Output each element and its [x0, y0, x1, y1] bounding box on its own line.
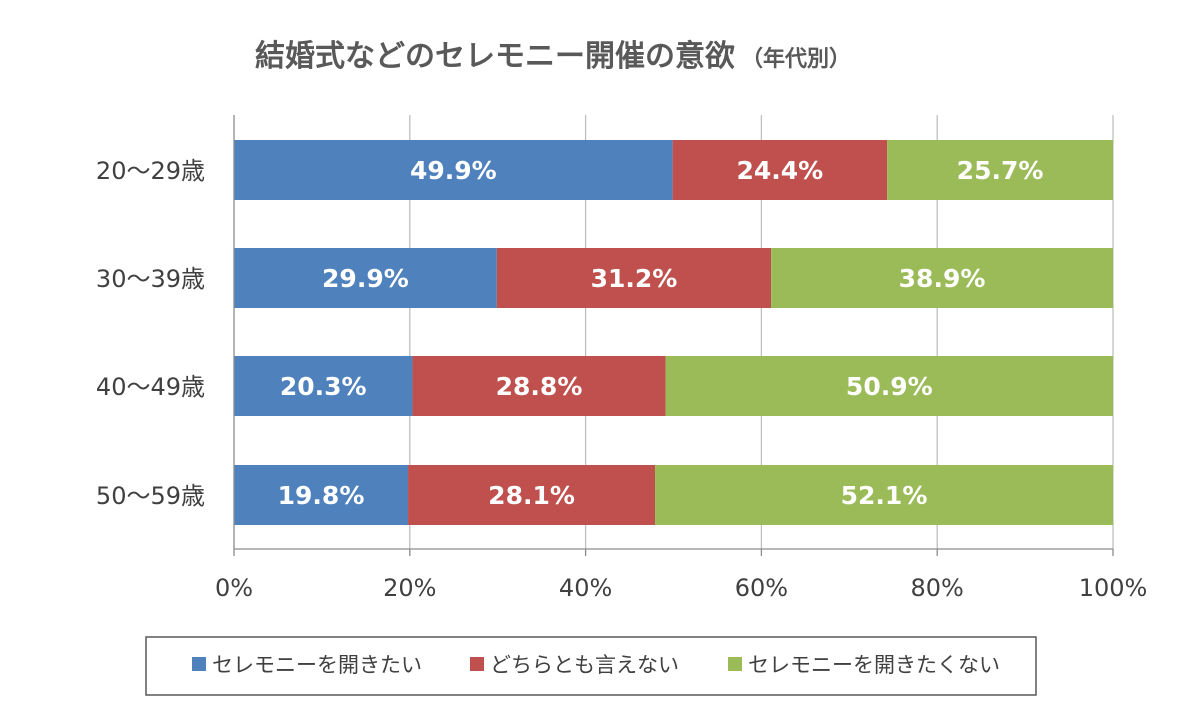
data-label: 19.8% — [278, 481, 365, 510]
category-label: 40〜49歳 — [96, 373, 205, 401]
data-label: 31.2% — [591, 264, 678, 293]
bar-segment — [672, 140, 888, 200]
legend-swatch — [728, 657, 742, 671]
category-labels: 20〜29歳 30〜39歳 40〜49歳 50〜59歳 — [96, 157, 205, 510]
legend-label: どちらとも言えない — [490, 653, 679, 677]
category-label: 20〜29歳 — [96, 157, 205, 185]
bar-segment — [771, 248, 1113, 308]
chart-title-subtitle: （年代別） — [741, 46, 851, 72]
category-label: 50〜59歳 — [96, 482, 205, 510]
data-label: 38.9% — [899, 264, 986, 293]
bars: 49.9% 24.4% 25.7% 29.9% 31.2% 38.9% 20.3% 28.8%… — [234, 140, 1113, 525]
bar-segment — [665, 356, 1113, 416]
bar-segment — [234, 356, 413, 416]
x-axis: 0% 20% 40% 60% 80% 100% — [215, 115, 1147, 602]
category-label: 30〜39歳 — [96, 265, 205, 293]
x-tick-label: 0% — [215, 574, 253, 602]
data-label: 28.1% — [488, 481, 575, 510]
data-label: 49.9% — [410, 156, 497, 185]
bar-segment — [234, 140, 673, 200]
data-label: 25.7% — [957, 156, 1044, 185]
data-label: 20.3% — [280, 372, 367, 401]
bar-segment — [234, 248, 497, 308]
legend-box — [145, 636, 1037, 696]
chart-title: 結婚式などのセレモニー開催の意欲 （年代別） — [255, 39, 851, 74]
data-label: 50.9% — [846, 372, 933, 401]
bar-segment — [234, 465, 409, 525]
bar-segment — [887, 140, 1113, 200]
data-label: 52.1% — [841, 481, 928, 510]
bar-segment — [412, 356, 666, 416]
x-tick-label: 40% — [559, 574, 612, 602]
chart-title-main: 結婚式などのセレモニー開催の意欲 — [255, 39, 735, 74]
legend-label: セレモニーを開きたい — [212, 653, 422, 677]
legend-swatch — [192, 657, 206, 671]
x-tick-label: 20% — [383, 574, 436, 602]
bar-segment — [655, 465, 1113, 525]
x-tick-label: 80% — [911, 574, 964, 602]
legend: セレモニーを開きたい どちらとも言えない セレモニーを開きたくない — [145, 636, 1037, 696]
x-tick-label: 60% — [735, 574, 788, 602]
legend-swatch — [470, 657, 484, 671]
data-label: 28.8% — [496, 372, 583, 401]
data-label: 29.9% — [322, 264, 409, 293]
bar-segment — [496, 248, 772, 308]
x-tick-label: 100% — [1079, 574, 1148, 602]
bar-segment — [408, 465, 656, 525]
data-label: 24.4% — [736, 156, 823, 185]
legend-label: セレモニーを開きたくない — [748, 653, 1000, 677]
